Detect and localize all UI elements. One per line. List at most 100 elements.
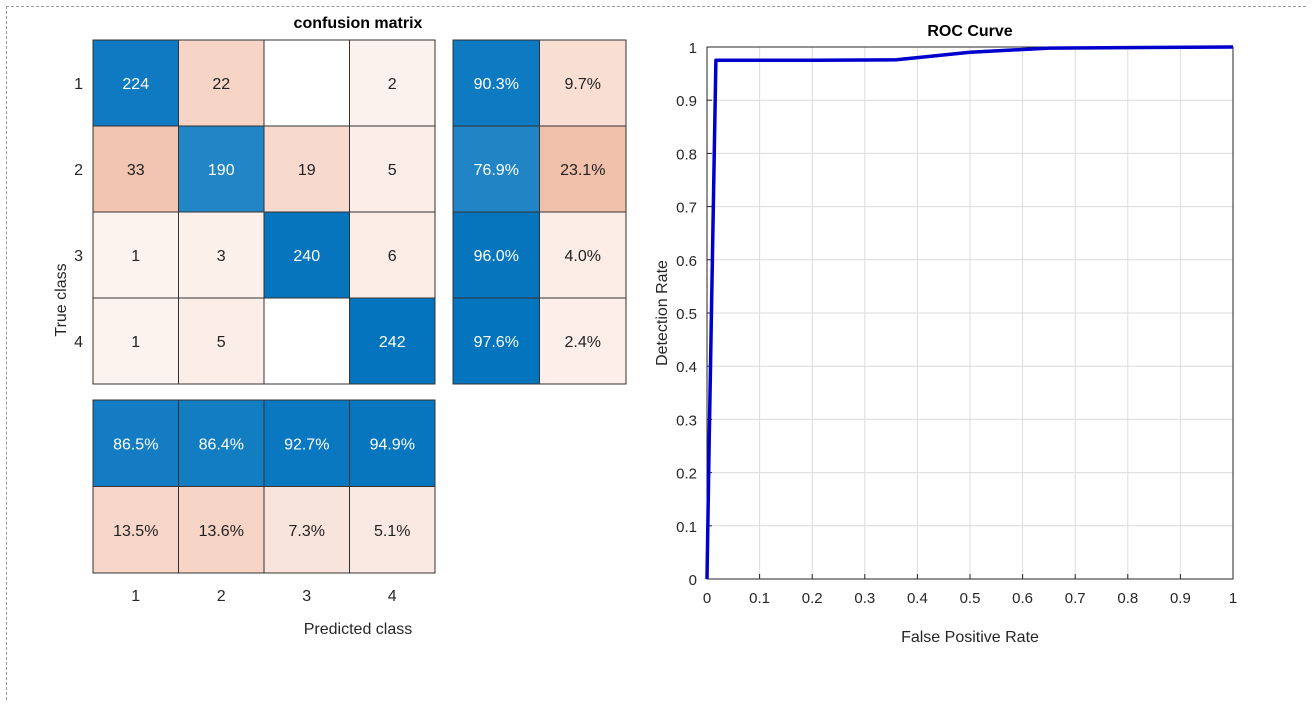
- cm-ylabel: True class: [53, 263, 70, 336]
- cm-column-summary-value: 5.1%: [374, 523, 410, 540]
- cm-row-tick-label: 3: [74, 248, 83, 265]
- cm-cell-value: 5: [217, 334, 226, 351]
- roc-ticks: 0 0.1 0.2 0.3 0.4 0.5 0.6 0.7 0.8 0.9 1 0 0.1 0.2 0.3 0…: [676, 40, 1237, 607]
- cm-row-summary-value: 76.9%: [474, 162, 519, 179]
- roc-x-tick-label: 0.6: [1012, 590, 1033, 607]
- roc-x-tick-label: 0.8: [1117, 590, 1138, 607]
- cm-column-summary-value: 7.3%: [289, 523, 325, 540]
- confusion-matrix-chart: confusion matrix 224 22 233 190 19 51 3 240 61 5 2…: [53, 15, 627, 638]
- roc-y-tick-label: 0: [689, 572, 697, 589]
- roc-y-tick-label: 0.2: [676, 466, 697, 483]
- cm-column-summary-cell: [92, 486, 179, 574]
- cm-cell-value: 242: [379, 334, 406, 351]
- cm-cell-value: 2: [388, 76, 397, 93]
- roc-y-tick-label: 0.9: [676, 93, 697, 110]
- cm-cell: [349, 297, 436, 385]
- cm-row-summary-cell: [539, 211, 627, 299]
- cm-column-summary-cell: [349, 486, 436, 574]
- roc-x-tick-label: 0.3: [854, 590, 875, 607]
- cm-column-summary-cell: [349, 399, 436, 487]
- roc-xlabel: False Positive Rate: [901, 629, 1039, 646]
- cm-column-summary: 86.5% 86.4% 92.7% 94.9% 13.5% 13.6% 7.3% 5.1%: [92, 399, 436, 574]
- roc-y-tick-label: 0.7: [676, 200, 697, 217]
- cm-cell: [263, 297, 350, 385]
- cm-cell: [178, 39, 265, 127]
- cm-row-summary-cell: [539, 125, 627, 213]
- cm-col-tick-label: 4: [388, 588, 397, 605]
- cm-column-summary-value: 13.5%: [113, 523, 158, 540]
- cm-cells: 224 22 233 190 19 51 3 240 61 5 242: [92, 39, 436, 385]
- cm-cell: [92, 125, 179, 213]
- cm-row-summary-value: 90.3%: [474, 76, 519, 93]
- roc-chart: ROC Curve 0 0.1 0.2 0.3 0.4 0.5 0.6 0.7 0.8 0.9 10…: [654, 23, 1237, 646]
- roc-x-tick-label: 0.9: [1170, 590, 1191, 607]
- cm-row-summary-value: 97.6%: [474, 334, 519, 351]
- cm-col-tick-label: 1: [131, 588, 140, 605]
- roc-series-line: [705, 45, 1234, 580]
- roc-ylabel: Detection Rate: [654, 260, 671, 366]
- cm-row-summary-value: 9.7%: [565, 76, 601, 93]
- cm-row-summary-value: 4.0%: [565, 248, 601, 265]
- cm-column-summary-cell: [92, 399, 179, 487]
- cm-row-summary-value: 23.1%: [560, 162, 605, 179]
- cm-cell-value: 224: [122, 76, 149, 93]
- cm-column-summary-value: 94.9%: [370, 436, 415, 453]
- cm-row-summary: 90.3% 9.7% 76.9% 23.1% 96.0% 4.0% 97.6% 2.4%: [452, 39, 627, 385]
- cm-xlabel: Predicted class: [304, 621, 413, 638]
- roc-y-tick-label: 0.3: [676, 412, 697, 429]
- cm-cell-value: 190: [208, 162, 235, 179]
- cm-column-summary-cell: [263, 399, 350, 487]
- cm-cell: [349, 125, 436, 213]
- roc-y-tick-label: 0.5: [676, 306, 697, 323]
- cm-column-summary-value: 13.6%: [199, 523, 244, 540]
- cm-cell: [92, 39, 179, 127]
- roc-x-tick-label: 0.7: [1065, 590, 1086, 607]
- roc-y-tick-label: 0.6: [676, 253, 697, 270]
- roc-x-tick-label: 0.2: [802, 590, 823, 607]
- cm-row-summary-cell: [452, 211, 540, 299]
- cm-cell: [349, 211, 436, 299]
- cm-cell: [92, 211, 179, 299]
- cm-column-summary-cell: [263, 486, 350, 574]
- cm-row-summary-cell: [452, 39, 540, 127]
- cm-row-summary-cell: [452, 297, 540, 385]
- cm-cell: [263, 211, 350, 299]
- cm-cell-value: 1: [131, 248, 140, 265]
- roc-y-tick-label: 0.8: [676, 146, 697, 163]
- roc-title: ROC Curve: [927, 23, 1012, 40]
- roc-x-tick-label: 1: [1229, 590, 1237, 607]
- cm-cell: [92, 297, 179, 385]
- cm-row-tick-label: 2: [74, 162, 83, 179]
- cm-cell: [263, 39, 350, 127]
- cm-column-summary-value: 86.5%: [113, 436, 158, 453]
- roc-x-tick-label: 0.1: [749, 590, 770, 607]
- roc-y-tick-label: 1: [689, 40, 697, 57]
- roc-x-tick-label: 0.5: [960, 590, 981, 607]
- cm-title: confusion matrix: [294, 15, 423, 32]
- figure-frame: [6, 6, 1306, 700]
- cm-column-summary-cell: [178, 486, 265, 574]
- cm-cell: [263, 125, 350, 213]
- roc-x-tick-label: 0: [703, 590, 711, 607]
- cm-row-tick-label: 4: [74, 334, 83, 351]
- cm-column-summary-value: 92.7%: [284, 436, 329, 453]
- cm-col-tick-label: 2: [217, 588, 226, 605]
- roc-y-tick-label: 0.4: [676, 359, 697, 376]
- cm-cell-value: 6: [388, 248, 397, 265]
- cm-cell-value: 240: [293, 248, 320, 265]
- cm-cell-value: 1: [131, 334, 140, 351]
- cm-cell-value: 19: [298, 162, 316, 179]
- cm-row-summary-value: 96.0%: [474, 248, 519, 265]
- roc-y-tick-label: 0.1: [676, 519, 697, 536]
- roc-x-tick-label: 0.4: [907, 590, 928, 607]
- cm-cell-value: 3: [217, 248, 226, 265]
- cm-row-summary-cell: [452, 125, 540, 213]
- cm-ticks: 1 2 3 4 1 2 3 4: [74, 76, 397, 605]
- cm-row-tick-label: 1: [74, 76, 83, 93]
- cm-cell-value: 22: [212, 76, 230, 93]
- cm-column-summary-value: 86.4%: [199, 436, 244, 453]
- cm-row-summary-cell: [539, 39, 627, 127]
- cm-row-summary-cell: [539, 297, 627, 385]
- cm-cell: [178, 125, 265, 213]
